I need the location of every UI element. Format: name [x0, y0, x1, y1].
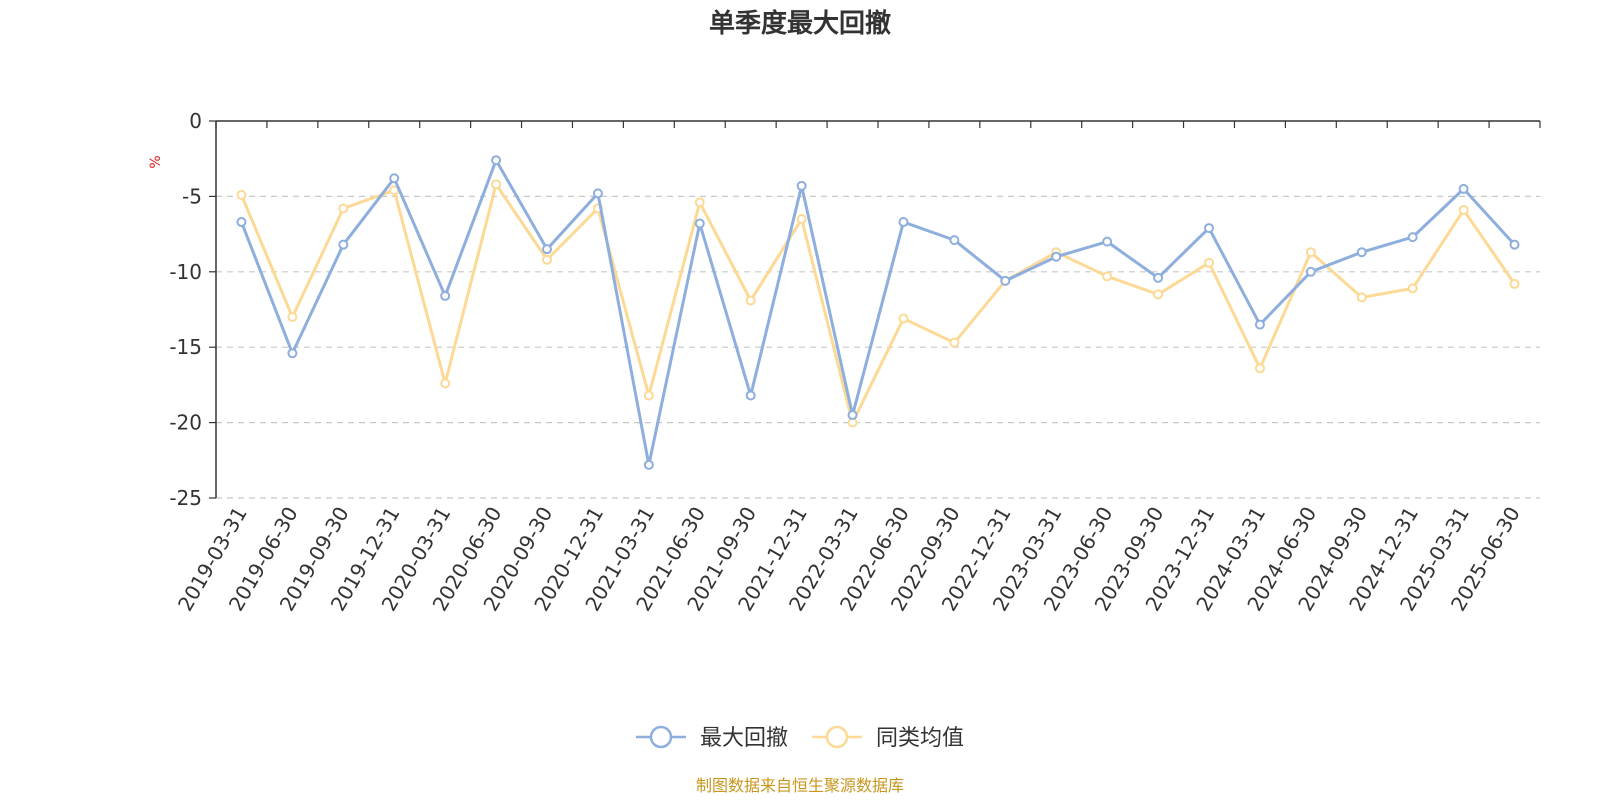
data-point[interactable]: [1356, 292, 1367, 303]
data-point[interactable]: [1204, 257, 1214, 268]
data-point[interactable]: [389, 173, 400, 184]
data-point[interactable]: [1153, 289, 1164, 300]
series-0: [236, 155, 1520, 470]
legend-marker-icon: [649, 725, 673, 749]
data-point[interactable]: [796, 214, 807, 225]
y-tick-label: -20: [169, 411, 202, 435]
data-point[interactable]: [1458, 183, 1469, 194]
data-point[interactable]: [1407, 283, 1418, 294]
data-point[interactable]: [1254, 319, 1265, 330]
data-point[interactable]: [949, 235, 960, 246]
data-point[interactable]: [1509, 239, 1520, 250]
data-point[interactable]: [440, 290, 451, 301]
data-point[interactable]: [898, 217, 909, 228]
y-tick-label: 0: [189, 109, 202, 133]
data-point[interactable]: [1305, 266, 1316, 277]
data-point[interactable]: [694, 218, 705, 229]
series-1: [236, 179, 1520, 428]
legend-label: 同类均值: [876, 726, 964, 751]
series-layer: [236, 155, 1520, 470]
data-point[interactable]: [1153, 272, 1164, 283]
legend[interactable]: 最大回撤 同类均值: [636, 725, 964, 751]
series-line: [240, 182, 1516, 425]
y-tick-label: -10: [169, 260, 202, 284]
data-point[interactable]: [796, 180, 807, 191]
data-point[interactable]: [1356, 247, 1367, 258]
data-point[interactable]: [949, 337, 960, 348]
data-point[interactable]: [643, 390, 654, 401]
data-point[interactable]: [847, 410, 858, 421]
data-point[interactable]: [1102, 236, 1113, 247]
data-point[interactable]: [287, 348, 298, 359]
legend-item-1[interactable]: 同类均值: [812, 725, 964, 751]
data-point[interactable]: [338, 203, 349, 214]
data-point[interactable]: [236, 217, 247, 228]
data-point[interactable]: [1305, 247, 1316, 258]
data-point[interactable]: [643, 459, 654, 470]
grid-lines: [216, 195, 1540, 499]
data-source-footer: 制图数据来自恒生聚源数据库: [696, 776, 904, 795]
data-point[interactable]: [491, 155, 502, 166]
y-axis-unit: %: [148, 155, 164, 168]
data-point[interactable]: [898, 313, 909, 324]
data-point[interactable]: [592, 188, 603, 199]
data-point[interactable]: [1102, 271, 1113, 282]
legend-marker-icon: [825, 725, 849, 749]
data-point[interactable]: [1407, 232, 1418, 243]
series-line: [240, 158, 1516, 467]
data-point[interactable]: [1204, 223, 1214, 234]
axes: 0-5-10-15-20-252019-03-312019-06-302019-…: [169, 109, 1541, 615]
chart-title: 单季度最大回撤: [709, 8, 891, 39]
data-point[interactable]: [338, 239, 349, 250]
legend-label: 最大回撤: [700, 726, 788, 751]
y-tick-label: -5: [182, 184, 202, 208]
data-point[interactable]: [1509, 278, 1520, 289]
data-point[interactable]: [745, 390, 756, 401]
data-point[interactable]: [1458, 204, 1469, 215]
data-point[interactable]: [287, 312, 298, 323]
data-point[interactable]: [745, 295, 756, 306]
data-point[interactable]: [491, 179, 502, 190]
data-point[interactable]: [236, 189, 247, 200]
data-point[interactable]: [542, 244, 552, 255]
data-point[interactable]: [1051, 251, 1062, 262]
data-point[interactable]: [1000, 275, 1011, 286]
data-point[interactable]: [1254, 363, 1265, 374]
y-tick-label: -15: [169, 335, 202, 359]
data-point[interactable]: [694, 197, 705, 208]
data-point[interactable]: [542, 254, 552, 265]
y-tick-label: -25: [169, 486, 202, 510]
data-point[interactable]: [440, 378, 451, 389]
legend-item-0[interactable]: 最大回撤: [636, 725, 788, 751]
